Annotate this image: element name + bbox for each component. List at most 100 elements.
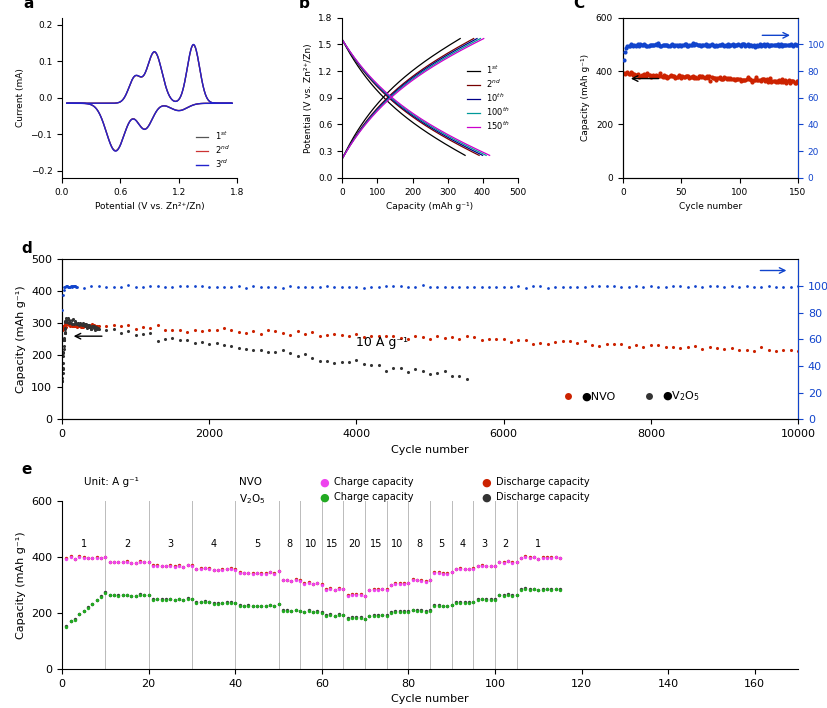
Line: 150$^{th}$: 150$^{th}$ [342, 38, 484, 159]
Y-axis label: Capacity (mAh g⁻¹): Capacity (mAh g⁻¹) [16, 531, 26, 639]
Point [189, 597, 203, 608]
Point [237, 567, 251, 578]
Point [692, 71, 705, 82]
Point [280, 605, 294, 616]
Point [768, 40, 782, 51]
Point [189, 563, 203, 574]
Point [233, 600, 246, 611]
2$^{nd}$ [390, 86, 400, 95]
Point [671, 71, 684, 82]
Point [462, 563, 476, 574]
Point [449, 563, 462, 574]
Point [59, 319, 72, 330]
Point [681, 281, 694, 292]
Point [774, 76, 787, 88]
Point [540, 583, 553, 595]
Point [786, 39, 799, 50]
Point [203, 563, 216, 574]
Point [165, 324, 179, 336]
Point [261, 346, 275, 358]
Point [79, 319, 92, 331]
Point [662, 40, 675, 51]
Point [268, 600, 281, 611]
Point [729, 40, 742, 51]
Point [57, 321, 70, 333]
Point [398, 606, 411, 617]
Point [168, 561, 181, 572]
Point [86, 321, 99, 332]
Point [467, 281, 480, 292]
Point [160, 594, 173, 605]
Point [380, 280, 393, 292]
Point [556, 281, 569, 292]
Point [497, 281, 510, 292]
3$^{rd}$ [82, 99, 92, 108]
Point [692, 40, 705, 51]
Point [65, 317, 78, 329]
Point [454, 597, 467, 608]
Point [549, 551, 562, 562]
Point [129, 557, 142, 569]
Point [246, 280, 260, 292]
Point [751, 40, 764, 51]
Point [643, 40, 657, 51]
Point [241, 567, 255, 578]
Point [778, 39, 791, 50]
Point [545, 583, 558, 595]
Point [57, 334, 70, 346]
2$^{nd}$ [182, 104, 192, 113]
Point [72, 319, 85, 331]
Point [501, 555, 514, 566]
Point [62, 281, 75, 292]
Point [512, 334, 525, 346]
Point [269, 346, 282, 358]
3$^{rd}$ [62, 99, 72, 108]
Point [695, 72, 708, 83]
Point [540, 552, 553, 563]
Point [195, 325, 208, 336]
Point [505, 590, 519, 601]
Point [690, 39, 703, 50]
Point [228, 564, 241, 576]
Point [752, 74, 765, 85]
Point [180, 334, 194, 346]
Point [667, 71, 680, 82]
Point [144, 280, 157, 292]
Point [69, 614, 82, 625]
Point [740, 344, 753, 355]
Point [291, 326, 304, 337]
Point [210, 282, 223, 293]
Point [358, 590, 371, 602]
Point [476, 559, 489, 571]
Point [55, 375, 69, 387]
Point [307, 578, 320, 589]
Point [696, 40, 709, 51]
Point [99, 281, 112, 292]
Point [64, 316, 77, 327]
Point [482, 333, 495, 344]
Point [428, 566, 441, 578]
Point [724, 40, 737, 51]
Point [284, 576, 298, 587]
Point [367, 583, 380, 595]
10$^{th}$ [337, 154, 347, 163]
Point [129, 281, 142, 292]
Point [342, 281, 356, 292]
Point [99, 325, 112, 336]
Point [56, 322, 69, 333]
Point [724, 39, 738, 50]
Point [56, 323, 69, 334]
Point [664, 40, 677, 51]
Point [642, 40, 655, 51]
Point [699, 38, 712, 49]
Point [789, 77, 802, 88]
Point [593, 340, 606, 351]
Point [639, 71, 653, 82]
Point [56, 358, 69, 369]
Point [375, 583, 389, 595]
Point [540, 583, 553, 594]
Point [57, 341, 70, 352]
Point [670, 72, 683, 83]
Point [754, 341, 767, 353]
Point [346, 612, 359, 624]
